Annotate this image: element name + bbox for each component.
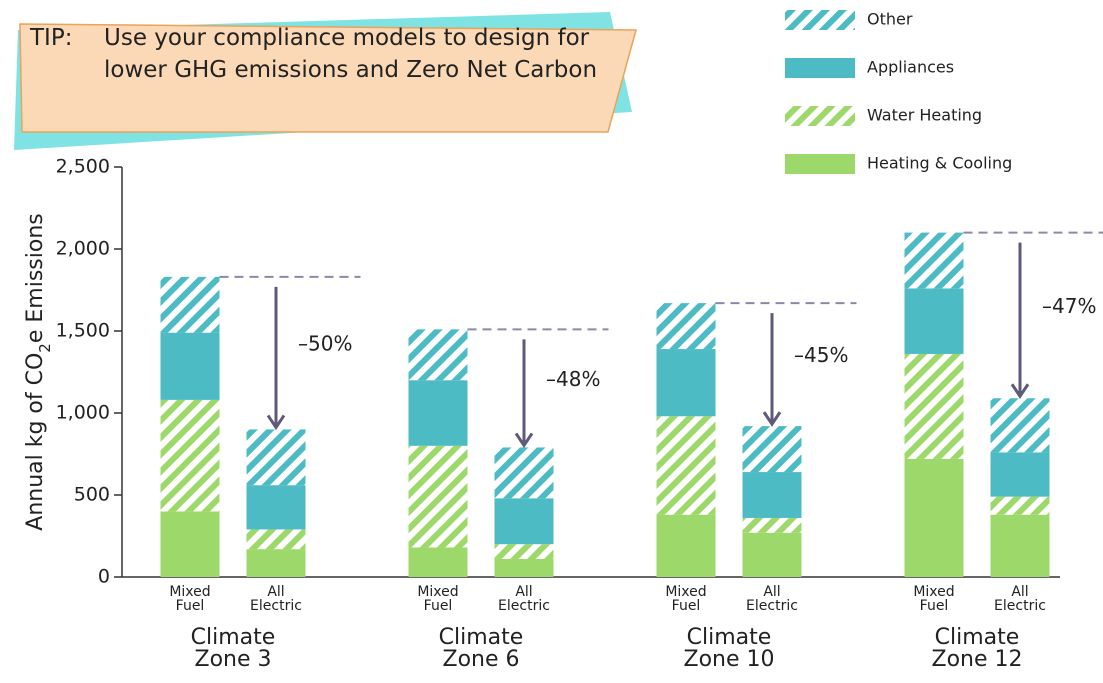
bar-segment xyxy=(494,447,554,499)
x-tick-label: All Electric xyxy=(250,584,302,614)
bar-segment xyxy=(408,380,468,446)
bar-segment xyxy=(990,452,1050,497)
legend-swatch xyxy=(785,106,855,126)
bar-segment xyxy=(494,558,554,577)
bar-segment xyxy=(990,514,1050,577)
y-tick-label: 1,500 xyxy=(56,320,110,342)
bar-segment xyxy=(160,399,220,512)
legend-swatch xyxy=(785,154,855,174)
tip-box xyxy=(19,23,637,133)
bar-segment xyxy=(990,496,1050,515)
legend-swatch xyxy=(785,10,855,30)
x-tick-label: All Electric xyxy=(994,584,1046,614)
y-axis-label: Annual kg of CO2e Emissions xyxy=(23,213,54,530)
x-tick-label: Mixed Fuel xyxy=(665,584,707,614)
legend-label: Other xyxy=(867,10,913,29)
y-label-part: Annual kg of CO xyxy=(23,353,48,531)
group-label: Climate Zone 3 xyxy=(190,625,276,672)
tip-text: Use your compliance models to design for… xyxy=(104,25,598,83)
reduction-label: –47% xyxy=(1042,294,1096,318)
legend-label: Water Heating xyxy=(867,106,982,125)
bar-segment xyxy=(656,514,716,577)
group-label: Climate Zone 6 xyxy=(438,625,524,672)
arrow-head xyxy=(1010,383,1030,399)
y-tick-label: 500 xyxy=(74,484,110,506)
bar-segment xyxy=(656,349,716,417)
group-label: Climate Zone 12 xyxy=(931,625,1023,672)
legend-label: Heating & Cooling xyxy=(867,154,1012,173)
x-tick-label: All Electric xyxy=(746,584,798,614)
y-label-part: e Emissions xyxy=(23,213,48,343)
bar-segment xyxy=(160,276,220,333)
bar-segment xyxy=(408,445,468,548)
legend-label: Appliances xyxy=(867,58,954,77)
bar-segment xyxy=(246,529,306,550)
y-tick-label: 1,000 xyxy=(56,402,110,424)
y-tick-label: 2,000 xyxy=(56,238,110,260)
x-tick-label: Mixed Fuel xyxy=(417,584,459,614)
bar-segment xyxy=(494,544,554,559)
bar-segment xyxy=(160,511,220,577)
legend-swatch xyxy=(785,58,855,78)
y-label-sub: 2 xyxy=(36,343,54,353)
x-tick-label: All Electric xyxy=(498,584,550,614)
bar-segment xyxy=(656,416,716,515)
group-label: Climate Zone 10 xyxy=(683,625,775,672)
bar-segment xyxy=(904,232,964,289)
tip-head: TIP: xyxy=(30,25,73,51)
bar-segment xyxy=(408,547,468,577)
bar-segment xyxy=(160,332,220,400)
y-tick-label: 0 xyxy=(98,566,110,588)
bar-segment xyxy=(494,498,554,545)
y-tick-label: 2,500 xyxy=(56,156,110,178)
bar-segment xyxy=(246,485,306,530)
bar-segment xyxy=(408,329,468,381)
arrow-head xyxy=(762,411,782,427)
bar-segment xyxy=(904,353,964,459)
reduction-label: –50% xyxy=(298,332,352,356)
bar-segment xyxy=(656,303,716,350)
x-tick-label: Mixed Fuel xyxy=(913,584,955,614)
bar-segment xyxy=(904,288,964,354)
x-tick-label: Mixed Fuel xyxy=(169,584,211,614)
bar-segment xyxy=(246,549,306,577)
arrow-head xyxy=(266,414,286,431)
bar-segment xyxy=(246,429,306,486)
bar-segment xyxy=(990,398,1050,453)
bar-segment xyxy=(904,458,964,577)
bar-segment xyxy=(742,517,802,533)
bar-segment xyxy=(742,426,802,473)
reduction-label: –48% xyxy=(546,367,600,391)
bar-segment xyxy=(742,472,802,518)
arrow-head xyxy=(514,432,534,449)
reduction-label: –45% xyxy=(794,343,848,367)
bar-segment xyxy=(742,532,802,577)
